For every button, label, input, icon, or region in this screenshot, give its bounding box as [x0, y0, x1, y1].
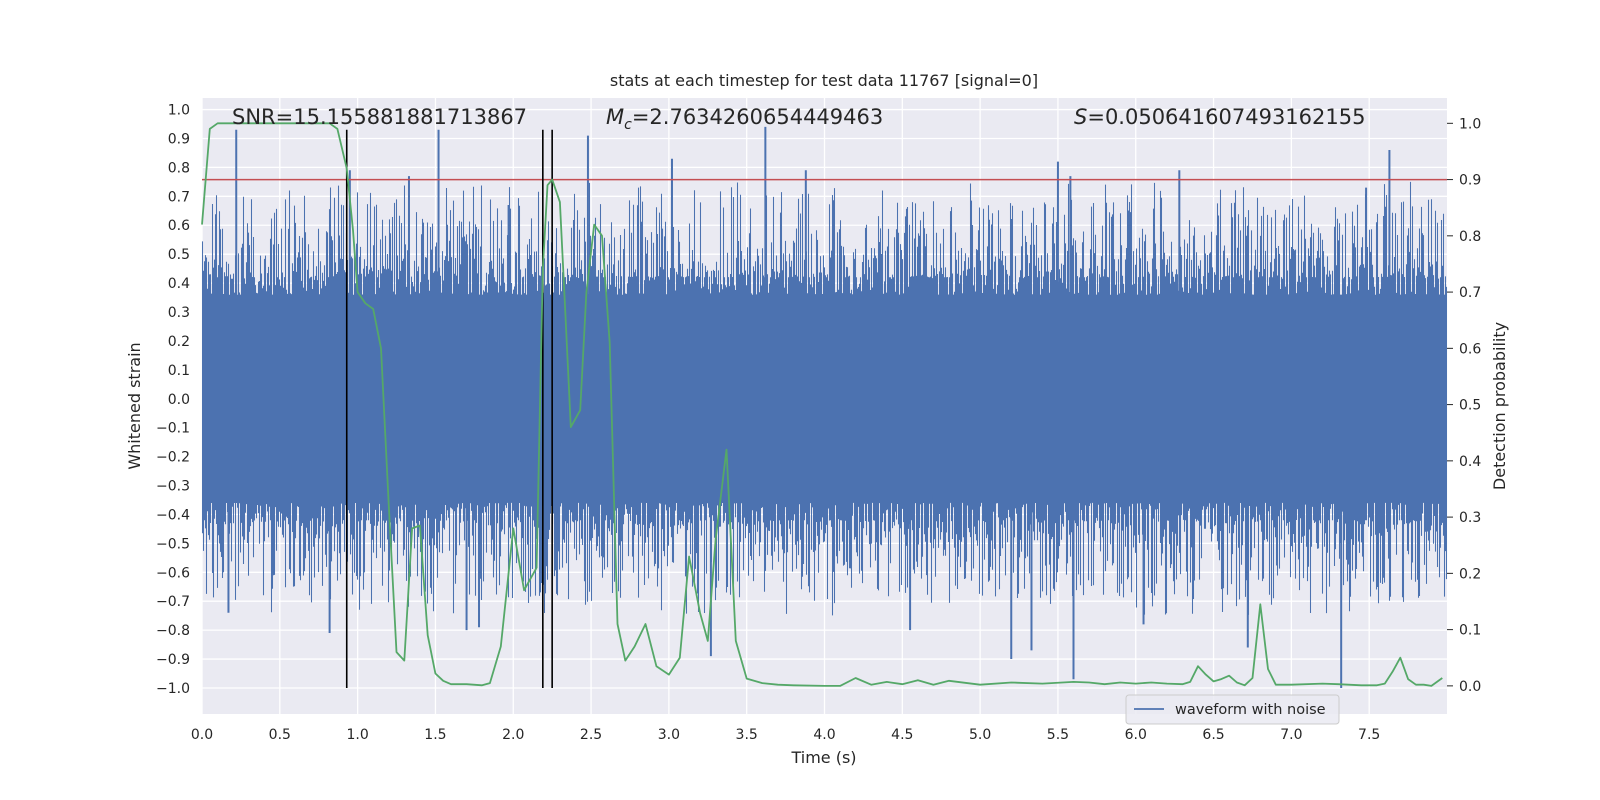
- left-tick-label: 0.7: [168, 189, 190, 205]
- x-tick-label: 3.0: [658, 727, 680, 743]
- x-tick-label: 0.0: [191, 727, 213, 743]
- right-tick-label: 0.0: [1459, 679, 1481, 695]
- x-tick-label: 6.5: [1202, 727, 1224, 743]
- left-tick-label: 0.3: [168, 305, 190, 321]
- left-tick-label: −0.9: [156, 652, 190, 668]
- right-axis-ticks: 0.0 0.1 0.2 0.3 0.4 0.5 0.6 0.7 0.8 0.9 1.0: [1447, 116, 1481, 695]
- s-symbol: S: [1074, 105, 1087, 129]
- legend-label: waveform with noise: [1175, 702, 1326, 718]
- left-tick-label: −0.8: [156, 623, 190, 639]
- x-tick-label: 7.0: [1280, 727, 1302, 743]
- left-tick-label: −0.2: [156, 450, 190, 466]
- right-tick-label: 0.3: [1459, 510, 1481, 526]
- x-tick-label: 1.0: [346, 727, 368, 743]
- x-tick-label: 2.5: [580, 727, 602, 743]
- right-tick-label: 0.8: [1459, 229, 1481, 245]
- left-axis-label: Whitened strain: [125, 342, 144, 469]
- x-tick-label: 6.0: [1125, 727, 1147, 743]
- x-tick-label: 4.0: [813, 727, 835, 743]
- x-tick-label: 2.0: [502, 727, 524, 743]
- x-tick-label: 4.5: [891, 727, 913, 743]
- mc-symbol: M: [606, 105, 624, 129]
- legend: waveform with noise: [1125, 694, 1340, 725]
- right-tick-label: 0.9: [1459, 173, 1481, 189]
- left-tick-label: −0.7: [156, 594, 190, 610]
- x-tick-label: 1.5: [424, 727, 446, 743]
- left-tick-label: 0.6: [168, 218, 190, 234]
- mc-subscript: c: [624, 117, 632, 133]
- x-tick-label: 5.5: [1047, 727, 1069, 743]
- right-tick-label: 0.4: [1459, 454, 1481, 470]
- x-axis-ticks: 0.0 0.5 1.0 1.5 2.0 2.5 3.0 3.5 4.0 4.5 5.0 5.5 6.0 6…: [191, 727, 1380, 743]
- x-tick-label: 7.5: [1358, 727, 1380, 743]
- right-tick-label: 0.1: [1459, 623, 1481, 639]
- mc-value: =2.7634260654449463: [632, 105, 883, 129]
- x-tick-label: 0.5: [269, 727, 291, 743]
- left-tick-label: 0.0: [168, 392, 190, 408]
- left-tick-label: 0.8: [168, 160, 190, 176]
- legend-box: [1125, 694, 1340, 725]
- left-tick-label: −0.1: [156, 421, 190, 437]
- left-tick-label: −0.4: [156, 507, 190, 523]
- left-tick-label: 0.1: [168, 363, 190, 379]
- right-tick-label: 0.7: [1459, 285, 1481, 301]
- left-tick-label: −0.6: [156, 565, 190, 581]
- s-value: =0.050641607493162155: [1087, 105, 1365, 129]
- right-tick-label: 1.0: [1459, 116, 1481, 132]
- left-tick-label: −0.5: [156, 536, 190, 552]
- x-tick-label: 5.0: [969, 727, 991, 743]
- waveform-trace: [201, 181, 1448, 616]
- right-axis-label: Detection probability: [1490, 322, 1509, 490]
- left-tick-label: −0.3: [156, 479, 190, 495]
- s-annotation: S=0.050641607493162155: [1074, 105, 1365, 129]
- x-axis-label: Time (s): [790, 748, 856, 767]
- right-tick-label: 0.6: [1459, 341, 1481, 357]
- left-tick-label: 1.0: [168, 103, 190, 119]
- chart-title: stats at each timestep for test data 117…: [610, 71, 1038, 90]
- left-tick-label: 0.4: [168, 276, 190, 292]
- left-tick-label: −1.0: [156, 681, 190, 697]
- event-markers: [345, 129, 553, 688]
- left-tick-label: 0.5: [168, 247, 190, 263]
- probability-line: [201, 122, 1443, 687]
- left-axis-ticks: −1.0 −0.9 −0.8 −0.7 −0.6 −0.5 −0.4 −0.3 −0.2 −0.1…: [156, 103, 190, 697]
- left-tick-label: 0.2: [168, 334, 190, 350]
- probability-series: [201, 122, 1443, 687]
- right-tick-label: 0.5: [1459, 398, 1481, 414]
- mc-annotation: Mc=2.7634260654449463: [606, 105, 883, 133]
- x-tick-label: 3.5: [736, 727, 758, 743]
- snr-annotation: SNR=15.155881881713867: [232, 105, 527, 129]
- right-tick-label: 0.2: [1459, 566, 1481, 582]
- left-tick-label: 0.9: [168, 131, 190, 147]
